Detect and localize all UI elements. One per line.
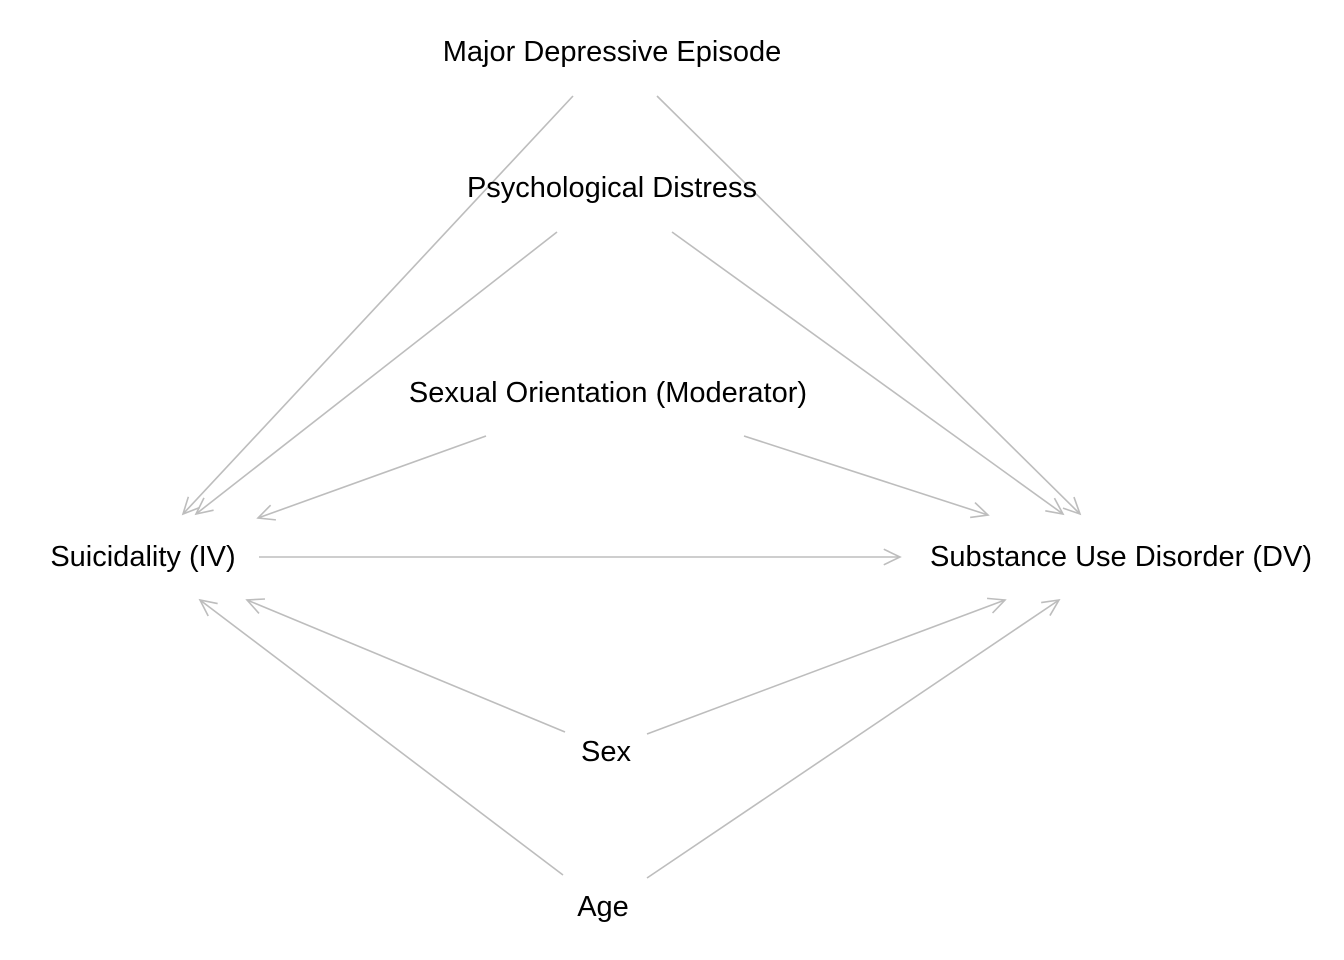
node-psychological-distress: Psychological Distress [467,172,757,204]
arrowhead-icon [883,548,902,566]
edge-age-dv [646,598,1061,879]
edge-age-iv [198,598,564,876]
nodes-layer: Major Depressive Episode Psychological D… [50,36,1312,923]
edge-line [743,435,989,516]
arrowhead-icon [194,497,214,516]
edge-iv-dv [259,548,902,566]
edge-mde-dv [656,95,1082,516]
arrowhead-icon [245,598,266,614]
arrowhead-icon [1045,497,1065,516]
edge-line [199,599,564,876]
edge-so-dv [743,435,990,519]
edge-line [257,435,487,519]
node-major-depressive-episode: Major Depressive Episode [443,36,781,68]
arrowhead-icon [256,504,276,521]
edge-line [646,599,1006,735]
edge-line [656,95,1081,515]
arrowhead-icon [970,501,990,519]
edge-sex-iv [245,598,566,733]
edge-line [671,231,1064,515]
edge-mde-iv [181,95,574,516]
node-substance-use-disorder: Substance Use Disorder (DV) [930,541,1312,573]
edge-line [182,95,574,515]
node-sexual-orientation: Sexual Orientation (Moderator) [409,377,807,409]
arrowhead-icon [987,597,1007,614]
arrowhead-icon [198,598,218,617]
edge-line [195,231,558,515]
edge-pd-dv [671,231,1065,516]
edge-line [646,599,1060,879]
node-suicidality: Suicidality (IV) [50,541,235,573]
node-age: Age [577,891,629,923]
edge-sex-dv [646,597,1007,735]
edges-layer [181,95,1082,879]
edge-pd-iv [194,231,558,516]
arrowhead-icon [181,496,201,516]
arrowhead-icon [1062,496,1082,516]
arrowhead-icon [1041,598,1061,616]
node-sex: Sex [581,736,631,768]
edge-so-iv [256,435,487,521]
edge-line [246,599,566,733]
